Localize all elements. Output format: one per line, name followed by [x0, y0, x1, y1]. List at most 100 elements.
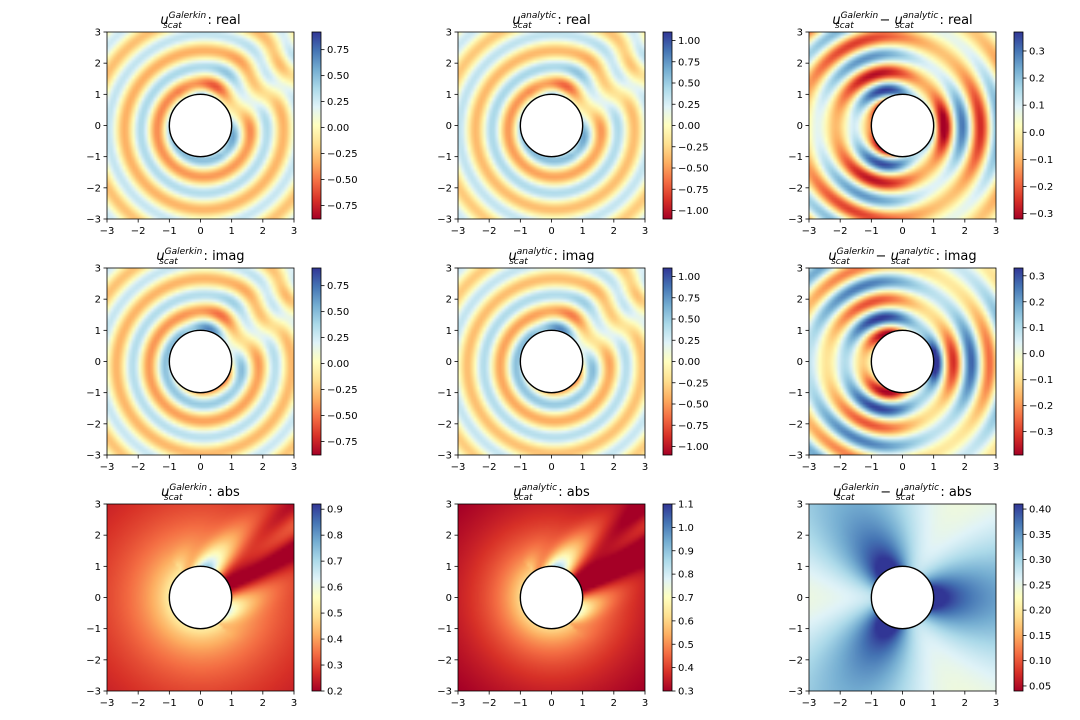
x-tick-label: −1 [162, 462, 177, 473]
x-tick-label: −3 [802, 698, 817, 709]
subplot-r1c0: −3 −2 −1 0 1 2 3 −3 −2 −1 0 1 2 3 uGalerkin scat : imag… [86, 247, 357, 473]
colorbar-tick-label: 0.0 [1029, 128, 1045, 139]
colorbar-tick-label: −0.50 [327, 175, 358, 186]
colorbar [663, 504, 672, 691]
y-tick-label: 1 [797, 326, 803, 337]
y-tick-label: 2 [95, 59, 101, 70]
subplot-r2c2: −3 −2 −1 0 1 2 3 −3 −2 −1 0 1 2 3 uGalerkin scat − uana… [788, 483, 1051, 709]
x-tick-label: −2 [131, 698, 146, 709]
obstacle-circle [519, 329, 584, 394]
x-tick-label: −2 [482, 462, 497, 473]
x-tick-label: 0 [899, 698, 905, 709]
x-tick-label: −3 [100, 462, 115, 473]
panel-title: uGalerkin scat − uanalytic scat : imag [828, 247, 976, 267]
colorbar-tick-label: −0.50 [327, 411, 358, 422]
x-tick-label: −3 [100, 226, 115, 237]
x-tick-label: −2 [833, 698, 848, 709]
x-tick-label: 0 [548, 462, 554, 473]
x-tick-label: −1 [864, 462, 879, 473]
y-tick-label: −3 [86, 687, 101, 698]
colorbar-tick-label: 0.50 [678, 79, 700, 90]
colorbar-frame [1013, 31, 1024, 220]
y-tick-label: −3 [437, 215, 452, 226]
colorbar-tick-label: −0.25 [327, 385, 358, 396]
y-tick-label: 2 [446, 531, 452, 542]
x-tick-label: −1 [162, 226, 177, 237]
x-tick-label: 1 [228, 462, 234, 473]
y-tick-label: −2 [437, 183, 452, 194]
y-tick-label: −2 [788, 183, 803, 194]
x-tick-label: −2 [131, 226, 146, 237]
y-tick-label: −2 [86, 655, 101, 666]
y-tick-label: 3 [797, 28, 803, 39]
subplot-r2c1: −3 −2 −1 0 1 2 3 −3 −2 −1 0 1 2 3 uanalytic scat : abs 1… [437, 483, 694, 709]
y-tick-label: −1 [437, 152, 452, 163]
colorbar-tick-label: 1.00 [678, 272, 700, 283]
x-tick-label: 2 [260, 226, 266, 237]
y-tick-label: −2 [86, 419, 101, 430]
y-tick-label: 2 [446, 59, 452, 70]
y-tick-label: 1 [95, 90, 101, 101]
y-tick-label: −1 [437, 388, 452, 399]
obstacle-circle [519, 565, 584, 630]
y-tick-label: −3 [437, 687, 452, 698]
x-tick-label: 3 [291, 698, 297, 709]
colorbar [663, 268, 672, 455]
panel-title: uGalerkin scat : imag [156, 247, 244, 267]
x-tick-label: 0 [548, 226, 554, 237]
y-tick-label: −3 [437, 451, 452, 462]
colorbar-frame [1013, 503, 1024, 692]
x-tick-label: 2 [962, 698, 968, 709]
colorbar-tick-label: 0.75 [327, 281, 349, 292]
x-tick-label: 1 [930, 226, 936, 237]
y-tick-label: 2 [446, 295, 452, 306]
x-tick-label: 1 [930, 462, 936, 473]
y-tick-label: 2 [95, 531, 101, 542]
colorbar-frame [311, 267, 322, 456]
y-tick-label: −2 [788, 419, 803, 430]
x-tick-label: 2 [611, 462, 617, 473]
x-tick-label: −3 [451, 462, 466, 473]
y-tick-label: 0 [797, 121, 803, 132]
colorbar-tick-label: −0.2 [1029, 401, 1053, 412]
x-tick-label: 1 [930, 698, 936, 709]
y-tick-label: 1 [446, 562, 452, 573]
colorbar-tick-label: 0.25 [678, 336, 700, 347]
y-tick-label: 0 [95, 121, 101, 132]
y-tick-label: −2 [437, 419, 452, 430]
y-tick-label: 2 [95, 295, 101, 306]
colorbar-tick-label: 0.00 [678, 357, 700, 368]
colorbar-tick-label: 0.35 [1029, 530, 1051, 541]
obstacle-circle [870, 93, 935, 158]
subplot-r0c0: −3 −2 −1 0 1 2 3 −3 −2 −1 0 1 2 3 uGalerkin scat : real… [86, 11, 357, 237]
colorbar-tick-label: 1.0 [678, 523, 694, 534]
panel-title: uGalerkin scat − uanalytic scat : abs [833, 483, 972, 503]
x-tick-label: 0 [899, 462, 905, 473]
y-tick-label: 2 [797, 295, 803, 306]
y-tick-label: 3 [95, 500, 101, 511]
x-tick-label: −1 [864, 698, 879, 709]
colorbar-tick-label: −1.00 [678, 206, 709, 217]
colorbar-tick-label: 0.5 [327, 609, 343, 620]
colorbar-tick-label: 0.3 [1029, 46, 1045, 57]
x-tick-label: −3 [100, 698, 115, 709]
colorbar-tick-label: 0.7 [678, 593, 694, 604]
x-tick-label: −1 [162, 698, 177, 709]
colorbar-tick-label: 0.1 [1029, 101, 1045, 112]
colorbar [312, 32, 321, 219]
colorbar-tick-label: 0.2 [1029, 74, 1045, 85]
y-tick-label: −3 [788, 687, 803, 698]
panel-title: uanalytic scat : imag [508, 247, 594, 267]
y-tick-label: −1 [788, 152, 803, 163]
colorbar-tick-label: 0.75 [678, 57, 700, 68]
y-tick-label: −3 [86, 215, 101, 226]
y-tick-label: 0 [446, 357, 452, 368]
colorbar-tick-label: 0.20 [1029, 606, 1051, 617]
colorbar-tick-label: 0.00 [327, 123, 349, 134]
y-tick-label: −1 [437, 624, 452, 635]
x-tick-label: −3 [802, 226, 817, 237]
colorbar-tick-label: 0.25 [327, 333, 349, 344]
x-tick-label: −1 [513, 226, 528, 237]
x-tick-label: 0 [197, 698, 203, 709]
x-tick-label: 1 [579, 698, 585, 709]
